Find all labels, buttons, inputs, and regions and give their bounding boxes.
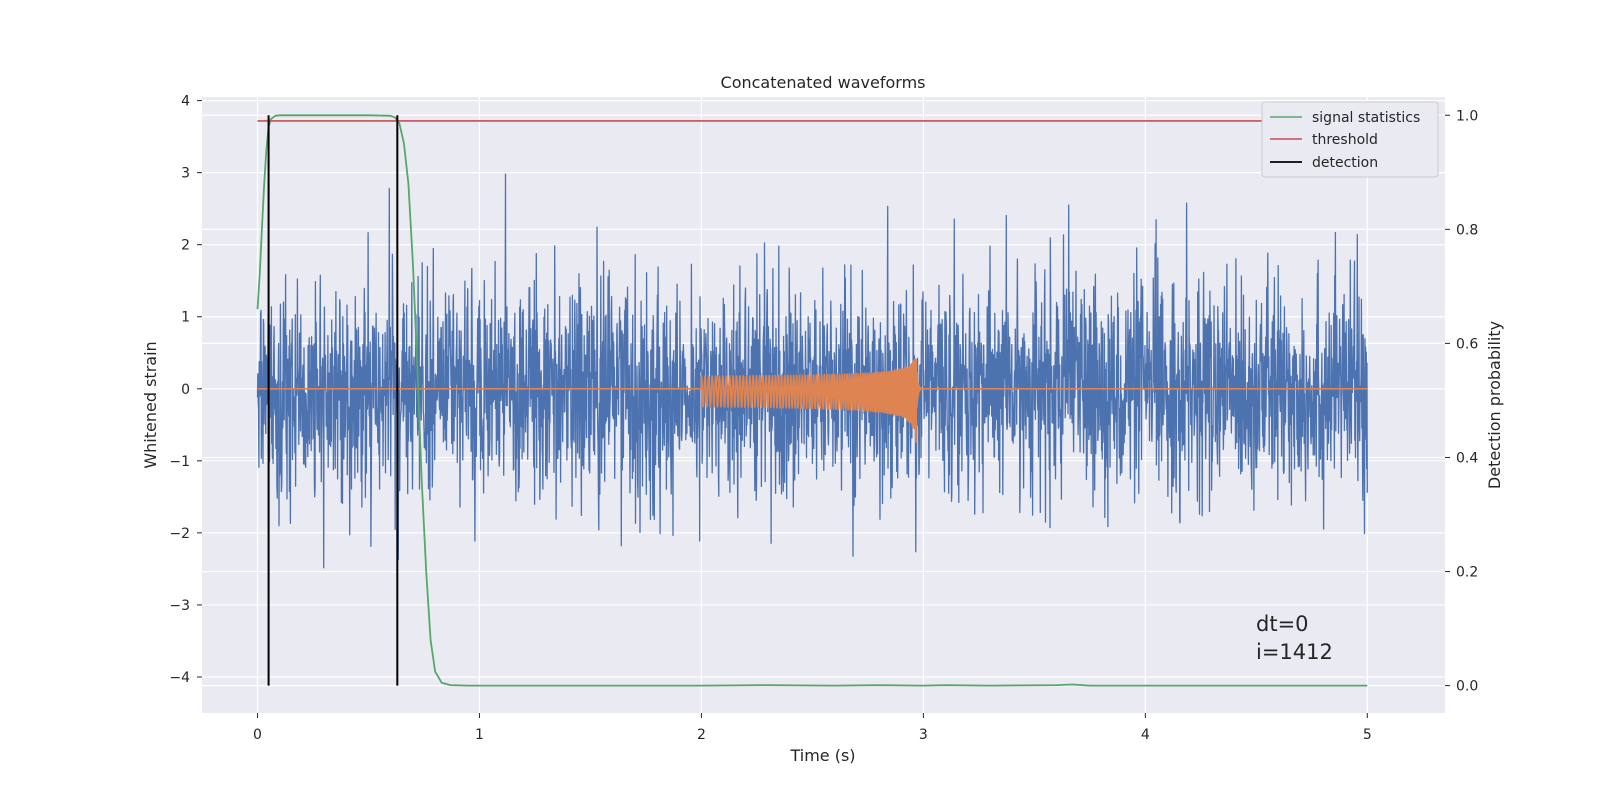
x-tick-label-4: 4 xyxy=(1141,727,1150,743)
y-axis-title: Whitened strain xyxy=(141,341,160,468)
x-tick-label-0: 0 xyxy=(253,727,262,743)
x-tick-label-5: 5 xyxy=(1363,727,1372,743)
y-tick-label-2: −2 xyxy=(169,526,190,542)
y-right-tick-label-1: 0.2 xyxy=(1456,565,1478,581)
y-tick-label-3: −1 xyxy=(169,454,190,470)
legend-label-signal-statistics: signal statistics xyxy=(1312,110,1420,126)
signal-statistics-line xyxy=(256,114,1368,687)
y-tick-label-8: 4 xyxy=(181,94,190,110)
legend-label-threshold: threshold xyxy=(1312,132,1378,148)
y-tick-label-6: 2 xyxy=(181,238,190,254)
annotation-index: i=1412 xyxy=(1256,640,1333,664)
legend: signal statistics threshold detection xyxy=(1261,101,1439,178)
template-chirp-line xyxy=(257,358,1368,443)
strain-noise-line xyxy=(256,173,1368,569)
x-tick-label-1: 1 xyxy=(475,727,484,743)
chart-title: Concatenated waveforms xyxy=(721,73,926,92)
legend-box xyxy=(1261,101,1439,178)
y-right-tick-label-4: 0.8 xyxy=(1456,222,1478,238)
data-layer xyxy=(256,114,1368,687)
y-axis-right-title: Detection probability xyxy=(1485,321,1504,489)
y-tick-label-5: 1 xyxy=(181,310,190,326)
y-tick-label-4: 0 xyxy=(181,382,190,398)
y-tick-label-7: 3 xyxy=(181,166,190,182)
y-tick-label-0: −4 xyxy=(169,670,190,686)
y-right-tick-label-3: 0.6 xyxy=(1456,336,1478,352)
y-right-tick-label-2: 0.4 xyxy=(1456,450,1478,466)
x-axis-title: Time (s) xyxy=(789,746,855,765)
x-tick-label-3: 3 xyxy=(919,727,928,743)
y-right-tick-label-5: 1.0 xyxy=(1456,108,1478,124)
ticks: 0 1 2 3 4 5 −4 −3 −2 −1 0 1 2 3 4 0.0 0.2 0.4 0.6 0.8 1.0 xyxy=(169,94,1478,743)
y-right-tick-label-0: 0.0 xyxy=(1456,679,1478,695)
legend-label-detection: detection xyxy=(1312,155,1378,171)
y-tick-label-1: −3 xyxy=(169,598,190,614)
annotation-dt: dt=0 xyxy=(1256,612,1309,636)
x-tick-label-2: 2 xyxy=(697,727,706,743)
